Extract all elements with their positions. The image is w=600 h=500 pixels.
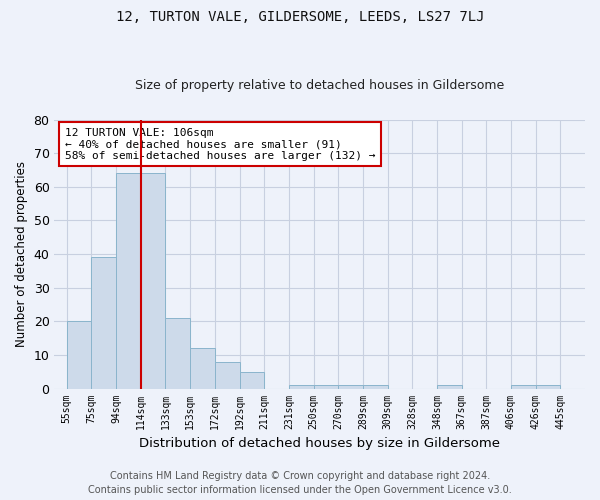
X-axis label: Distribution of detached houses by size in Gildersome: Distribution of detached houses by size … <box>139 437 500 450</box>
Bar <box>338 385 363 388</box>
Bar <box>363 385 388 388</box>
Title: Size of property relative to detached houses in Gildersome: Size of property relative to detached ho… <box>135 79 505 92</box>
Bar <box>141 174 166 388</box>
Text: Contains HM Land Registry data © Crown copyright and database right 2024.
Contai: Contains HM Land Registry data © Crown c… <box>88 471 512 495</box>
Bar <box>166 318 190 388</box>
Bar <box>116 174 141 388</box>
Bar <box>437 385 461 388</box>
Text: 12, TURTON VALE, GILDERSOME, LEEDS, LS27 7LJ: 12, TURTON VALE, GILDERSOME, LEEDS, LS27… <box>116 10 484 24</box>
Bar <box>511 385 536 388</box>
Bar <box>91 258 116 388</box>
Text: 12 TURTON VALE: 106sqm
← 40% of detached houses are smaller (91)
58% of semi-det: 12 TURTON VALE: 106sqm ← 40% of detached… <box>65 128 376 161</box>
Bar <box>314 385 338 388</box>
Bar <box>215 362 239 388</box>
Bar <box>67 322 91 388</box>
Bar <box>536 385 560 388</box>
Bar <box>239 372 264 388</box>
Bar <box>289 385 314 388</box>
Bar <box>190 348 215 389</box>
Y-axis label: Number of detached properties: Number of detached properties <box>15 161 28 347</box>
